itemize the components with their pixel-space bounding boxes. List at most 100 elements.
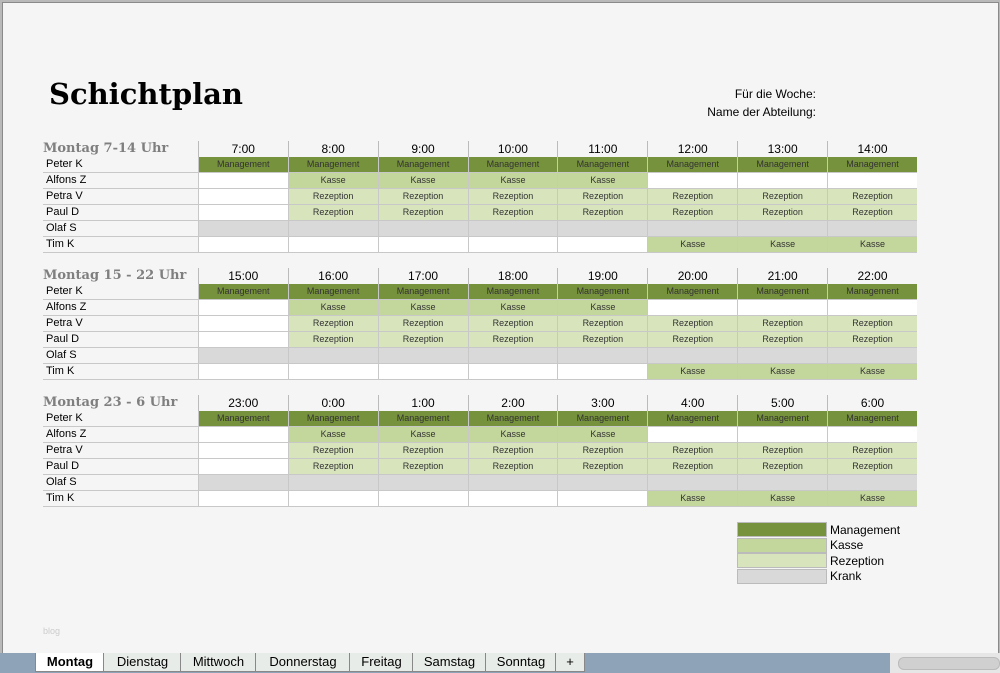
- horizontal-scrollbar[interactable]: [890, 653, 1000, 673]
- employee-name[interactable]: Alfons Z: [46, 428, 87, 440]
- shift-cell[interactable]: [287, 221, 378, 236]
- shift-cell[interactable]: [197, 237, 288, 252]
- shift-cell[interactable]: Rezeption: [827, 459, 917, 474]
- shift-cell[interactable]: [827, 173, 917, 188]
- employee-name[interactable]: Alfons Z: [46, 174, 87, 186]
- shift-cell[interactable]: [467, 491, 558, 506]
- shift-cell[interactable]: Rezeption: [647, 332, 738, 347]
- shift-cell[interactable]: [197, 427, 288, 442]
- shift-cell[interactable]: [197, 364, 288, 379]
- shift-cell[interactable]: Rezeption: [467, 443, 558, 458]
- time-header[interactable]: 3:00: [557, 395, 647, 411]
- shift-cell[interactable]: Kasse: [827, 491, 917, 506]
- employee-name[interactable]: Tim K: [46, 365, 75, 377]
- shift-cell[interactable]: [467, 364, 558, 379]
- shift-cell[interactable]: [467, 475, 558, 490]
- shift-cell[interactable]: [197, 475, 288, 490]
- time-header[interactable]: 16:00: [287, 268, 378, 284]
- shift-cell[interactable]: Kasse: [467, 427, 558, 442]
- shift-cell[interactable]: Kasse: [377, 300, 468, 315]
- shift-cell[interactable]: Rezeption: [287, 332, 378, 347]
- shift-cell[interactable]: Management: [557, 411, 648, 426]
- employee-name[interactable]: Tim K: [46, 238, 75, 250]
- shift-cell[interactable]: Kasse: [287, 300, 378, 315]
- shift-cell[interactable]: Management: [737, 284, 828, 299]
- sheet-tab[interactable]: Montag: [35, 653, 105, 672]
- shift-cell[interactable]: Rezeption: [557, 316, 648, 331]
- shift-cell[interactable]: [197, 300, 288, 315]
- shift-cell[interactable]: Rezeption: [377, 316, 468, 331]
- employee-name[interactable]: Petra V: [46, 190, 83, 202]
- shift-cell[interactable]: Management: [827, 157, 917, 172]
- time-header[interactable]: 6:00: [827, 395, 917, 411]
- add-sheet-button[interactable]: +: [555, 653, 585, 672]
- shift-cell[interactable]: Rezeption: [827, 189, 917, 204]
- shift-cell[interactable]: Management: [287, 157, 378, 172]
- shift-cell[interactable]: Management: [557, 157, 648, 172]
- time-header[interactable]: 10:00: [467, 141, 558, 157]
- employee-name[interactable]: Peter K: [46, 412, 83, 424]
- shift-cell[interactable]: Kasse: [827, 364, 917, 379]
- shift-cell[interactable]: Management: [287, 284, 378, 299]
- shift-cell[interactable]: [557, 348, 648, 363]
- shift-cell[interactable]: Rezeption: [467, 189, 558, 204]
- shift-cell[interactable]: [827, 300, 917, 315]
- sheet-tab[interactable]: Samstag: [412, 653, 487, 672]
- shift-cell[interactable]: Management: [737, 157, 828, 172]
- employee-name[interactable]: Peter K: [46, 158, 83, 170]
- time-header[interactable]: 21:00: [737, 268, 827, 284]
- shift-cell[interactable]: [377, 221, 468, 236]
- time-header[interactable]: 12:00: [647, 141, 737, 157]
- shift-cell[interactable]: Management: [467, 411, 558, 426]
- time-header[interactable]: 1:00: [377, 395, 468, 411]
- time-header[interactable]: 22:00: [827, 268, 917, 284]
- shift-cell[interactable]: [647, 348, 738, 363]
- employee-name[interactable]: Olaf S: [46, 476, 77, 488]
- shift-cell[interactable]: Management: [377, 157, 468, 172]
- employee-name[interactable]: Paul D: [46, 333, 80, 345]
- shift-cell[interactable]: [827, 221, 917, 236]
- shift-cell[interactable]: Rezeption: [737, 316, 828, 331]
- shift-cell[interactable]: Rezeption: [557, 443, 648, 458]
- shift-cell[interactable]: Management: [647, 157, 738, 172]
- shift-cell[interactable]: [287, 237, 378, 252]
- shift-cell[interactable]: Rezeption: [647, 443, 738, 458]
- time-header[interactable]: 18:00: [467, 268, 558, 284]
- shift-cell[interactable]: [737, 300, 828, 315]
- shift-cell[interactable]: [197, 221, 288, 236]
- time-header[interactable]: 0:00: [287, 395, 378, 411]
- shift-cell[interactable]: [557, 237, 648, 252]
- shift-cell[interactable]: Management: [377, 284, 468, 299]
- shift-cell[interactable]: Management: [197, 157, 288, 172]
- shift-cell[interactable]: [197, 491, 288, 506]
- shift-cell[interactable]: [827, 348, 917, 363]
- shift-cell[interactable]: [197, 459, 288, 474]
- shift-cell[interactable]: Management: [647, 411, 738, 426]
- sheet-tab[interactable]: Dienstag: [103, 653, 182, 672]
- shift-cell[interactable]: [197, 332, 288, 347]
- shift-cell[interactable]: Rezeption: [737, 459, 828, 474]
- shift-cell[interactable]: [197, 173, 288, 188]
- shift-cell[interactable]: [467, 221, 558, 236]
- shift-cell[interactable]: [377, 364, 468, 379]
- shift-cell[interactable]: [737, 221, 828, 236]
- shift-cell[interactable]: Rezeption: [737, 205, 828, 220]
- shift-cell[interactable]: [467, 237, 558, 252]
- shift-cell[interactable]: [197, 205, 288, 220]
- shift-cell[interactable]: Rezeption: [647, 316, 738, 331]
- time-header[interactable]: 8:00: [287, 141, 378, 157]
- shift-cell[interactable]: Management: [467, 284, 558, 299]
- employee-name[interactable]: Paul D: [46, 460, 80, 472]
- time-header[interactable]: 2:00: [467, 395, 558, 411]
- shift-cell[interactable]: Rezeption: [287, 459, 378, 474]
- time-header[interactable]: 23:00: [197, 395, 288, 411]
- shift-cell[interactable]: Rezeption: [287, 189, 378, 204]
- shift-cell[interactable]: Rezeption: [737, 189, 828, 204]
- employee-name[interactable]: Olaf S: [46, 222, 77, 234]
- shift-cell[interactable]: Rezeption: [557, 459, 648, 474]
- shift-cell[interactable]: Management: [197, 284, 288, 299]
- employee-name[interactable]: Paul D: [46, 206, 80, 218]
- employee-name[interactable]: Tim K: [46, 492, 75, 504]
- shift-cell[interactable]: Kasse: [737, 364, 828, 379]
- shift-cell[interactable]: [197, 189, 288, 204]
